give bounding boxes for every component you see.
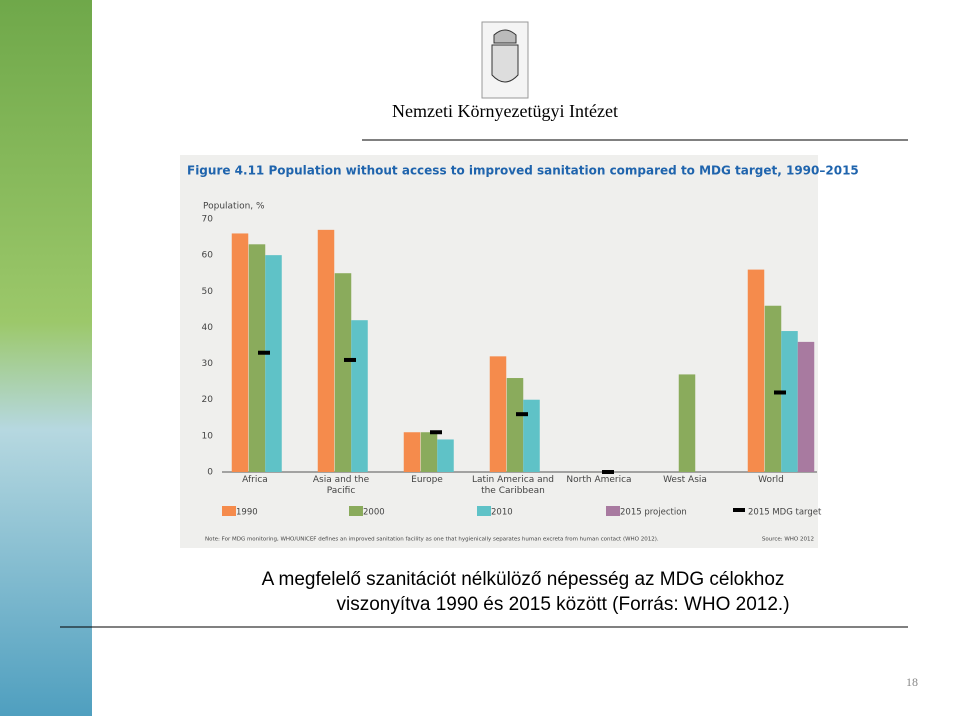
- legend-label: 2015 MDG target: [748, 508, 822, 518]
- bar: [231, 233, 249, 472]
- target-marker: [344, 357, 356, 362]
- note: Note: For MDG monitoring, WHO/UNICEF def…: [205, 537, 659, 543]
- x-tick-label: Asia and the Pacific: [312, 475, 370, 496]
- x-tick-label-box: World: [758, 475, 784, 485]
- y-tick-label: 70: [202, 215, 214, 225]
- x-tick-label-box: West Asia: [663, 475, 707, 485]
- x-tick-label: World: [758, 475, 784, 485]
- x-tick-label-box: Asia and the Pacific: [312, 475, 370, 496]
- x-tick-label-box: North America: [566, 475, 632, 485]
- bar: [523, 399, 540, 472]
- decor-strip: [0, 0, 92, 716]
- x-tick-label: West Asia: [663, 475, 707, 485]
- logo: [481, 21, 529, 99]
- bar: [797, 341, 815, 472]
- target-marker: [516, 412, 528, 417]
- target-marker: [774, 390, 786, 395]
- legend-label: 1990: [236, 508, 258, 518]
- bar: [764, 305, 782, 472]
- y-axis-label: Population, %: [203, 202, 265, 212]
- x-tick-label: Africa: [242, 475, 268, 485]
- bar: [403, 432, 421, 472]
- bar: [678, 374, 696, 472]
- bar: [248, 244, 266, 472]
- x-tick-label: Europe: [411, 475, 443, 485]
- y-tick-label: 20: [202, 395, 214, 405]
- y-tick-label: 40: [202, 323, 214, 333]
- legend-label: 2000: [363, 508, 385, 518]
- organization: Nemzeti Környezetügyi Intézet: [392, 101, 618, 121]
- source: Source: WHO 2012: [762, 537, 814, 543]
- legend-swatch: [222, 506, 236, 516]
- x-tick-label: Latin America and the Caribbean: [471, 475, 555, 496]
- page-number: 18: [906, 675, 918, 689]
- y-tick-label: 0: [207, 468, 213, 478]
- bar: [747, 269, 765, 472]
- target-marker: [258, 350, 270, 355]
- bar: [334, 273, 352, 472]
- bar: [317, 229, 335, 472]
- y-tick-label: 50: [202, 287, 214, 297]
- x-tick-label-box: Europe: [411, 475, 443, 485]
- legend-label: 2010: [491, 508, 513, 518]
- bar: [420, 432, 438, 472]
- bar: [437, 439, 454, 472]
- target-marker: [430, 430, 442, 435]
- legend-swatch: [606, 506, 620, 516]
- caption-line: A megfelelő szanitációt nélkülöző népess…: [262, 569, 785, 590]
- bar: [489, 356, 507, 472]
- bar: [781, 331, 798, 472]
- legend-swatch: [477, 506, 491, 516]
- legend-swatch: [349, 506, 363, 516]
- legend-swatch: [733, 508, 745, 512]
- y-tick-label: 60: [202, 251, 214, 261]
- bar: [351, 320, 368, 472]
- x-tick-label: North America: [566, 475, 632, 485]
- figure-bg: [180, 155, 818, 548]
- bar: [265, 255, 282, 472]
- chart-title: Figure 4.11 Population without access to…: [187, 164, 859, 178]
- x-tick-label-box: Latin America and the Caribbean: [471, 475, 555, 496]
- bar: [506, 378, 524, 472]
- x-tick-label-box: Africa: [242, 475, 268, 485]
- caption-line: viszonyítva 1990 és 2015 között (Forrás:…: [336, 594, 789, 615]
- y-tick-label: 10: [202, 431, 214, 441]
- y-tick-label: 30: [202, 359, 214, 369]
- target-marker: [602, 470, 614, 474]
- legend-label: 2015 projection: [620, 508, 687, 518]
